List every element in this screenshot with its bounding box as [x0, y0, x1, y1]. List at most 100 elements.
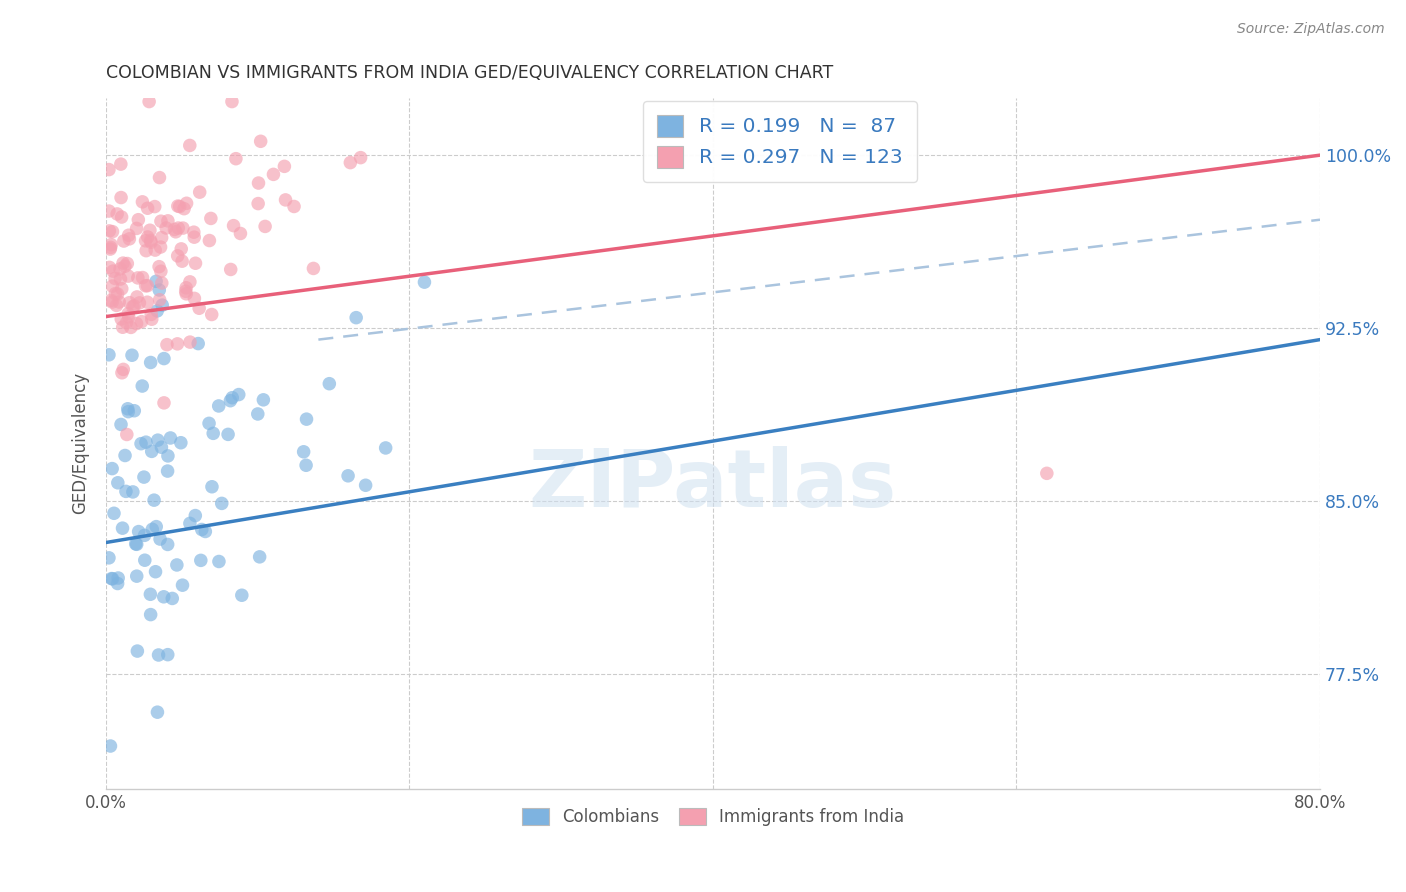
Point — [110, 157, 132, 171]
Point — [131, 194, 153, 209]
Point — [150, 298, 173, 312]
Point — [139, 223, 162, 237]
Point — [150, 276, 173, 290]
Point — [149, 293, 172, 307]
Point — [118, 310, 141, 324]
Point — [183, 225, 205, 239]
Point — [132, 470, 155, 484]
Point — [146, 705, 169, 719]
Point — [100, 293, 122, 308]
Point — [166, 336, 188, 351]
Point — [249, 134, 271, 148]
Point — [146, 433, 169, 447]
Point — [302, 261, 325, 276]
Point — [295, 412, 318, 426]
Point — [198, 234, 221, 248]
Point — [179, 275, 201, 289]
Point — [131, 315, 153, 329]
Point — [114, 260, 136, 274]
Point — [134, 528, 156, 542]
Point — [100, 237, 122, 252]
Point — [135, 234, 157, 248]
Point — [292, 444, 315, 458]
Point — [179, 335, 201, 350]
Point — [174, 285, 197, 299]
Point — [231, 588, 253, 602]
Point — [148, 260, 170, 274]
Point — [143, 243, 166, 257]
Point — [110, 210, 132, 224]
Point — [127, 212, 149, 227]
Point — [170, 242, 193, 256]
Point — [103, 506, 125, 520]
Point — [156, 464, 179, 478]
Point — [117, 307, 139, 321]
Point — [138, 95, 160, 109]
Point — [108, 295, 131, 310]
Point — [101, 295, 124, 310]
Point — [183, 230, 205, 244]
Point — [228, 387, 250, 401]
Point — [246, 407, 269, 421]
Point — [141, 312, 163, 326]
Point — [221, 95, 243, 109]
Point — [202, 426, 225, 441]
Point — [110, 190, 132, 204]
Point — [274, 193, 297, 207]
Point — [149, 264, 172, 278]
Point — [125, 317, 148, 331]
Point — [179, 138, 201, 153]
Point — [110, 417, 132, 432]
Point — [110, 312, 132, 326]
Point — [273, 159, 295, 173]
Point — [198, 417, 221, 431]
Legend: Colombians, Immigrants from India: Colombians, Immigrants from India — [515, 801, 911, 833]
Point — [101, 264, 124, 278]
Point — [283, 199, 305, 213]
Point — [117, 401, 139, 416]
Point — [136, 230, 159, 244]
Point — [135, 278, 157, 293]
Point — [111, 366, 134, 380]
Point — [128, 524, 150, 539]
Point — [354, 478, 377, 492]
Point — [148, 283, 170, 297]
Point — [229, 227, 252, 241]
Point — [162, 591, 184, 606]
Point — [374, 441, 396, 455]
Point — [111, 282, 134, 296]
Point — [344, 310, 367, 325]
Point — [131, 379, 153, 393]
Point — [225, 152, 247, 166]
Point — [125, 569, 148, 583]
Point — [111, 320, 134, 334]
Point — [118, 228, 141, 243]
Point — [139, 235, 162, 250]
Point — [187, 336, 209, 351]
Point — [219, 393, 242, 408]
Point — [108, 261, 131, 276]
Point — [122, 484, 145, 499]
Point — [139, 587, 162, 601]
Point — [149, 214, 172, 228]
Point — [135, 244, 157, 258]
Point — [115, 484, 138, 499]
Point — [191, 523, 214, 537]
Point — [112, 362, 135, 376]
Point — [156, 648, 179, 662]
Point — [163, 222, 186, 236]
Point — [201, 480, 224, 494]
Point — [149, 532, 172, 546]
Y-axis label: GED/Equivalency: GED/Equivalency — [72, 372, 89, 515]
Point — [249, 549, 271, 564]
Point — [222, 219, 245, 233]
Point — [174, 286, 197, 301]
Point — [169, 200, 191, 214]
Point — [176, 196, 198, 211]
Point — [124, 403, 146, 417]
Point — [141, 307, 163, 321]
Point — [101, 572, 124, 586]
Text: COLOMBIAN VS IMMIGRANTS FROM INDIA GED/EQUIVALENCY CORRELATION CHART: COLOMBIAN VS IMMIGRANTS FROM INDIA GED/E… — [105, 64, 834, 82]
Point — [173, 202, 195, 216]
Point — [149, 240, 172, 254]
